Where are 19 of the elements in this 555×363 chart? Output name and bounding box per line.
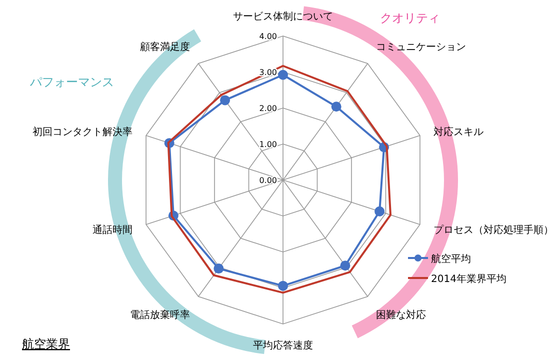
spoke-label: サービス体制について [233, 10, 333, 23]
legend-label: 航空平均 [431, 253, 471, 265]
y-tick-label: 1.00 [259, 140, 277, 149]
spoke-label: 平均応答速度 [253, 339, 313, 352]
spoke-label: 対応スキル [434, 126, 484, 138]
spoke-label: 通話時間 [92, 224, 132, 236]
spoke-label: 初回コンタクト解決率 [32, 126, 132, 138]
spoke-label: コミュニケーション [376, 42, 466, 53]
spoke-label: プロセス（対応処理手順） [434, 224, 554, 236]
spoke-label: 電話放棄呼率 [130, 309, 190, 322]
spoke-label: 困難な対応 [376, 309, 426, 322]
legend-label: 2014年業界平均 [431, 273, 506, 285]
y-tick-label: 0.00 [259, 176, 277, 185]
y-tick-label: 4.00 [259, 32, 277, 41]
y-tick-label: 2.00 [259, 104, 277, 113]
text: パフォーマンス [29, 75, 114, 89]
spoke-label: 顧客満足度 [140, 40, 190, 53]
text: 航空業界 [22, 337, 70, 351]
text: クオリティ [380, 11, 440, 25]
